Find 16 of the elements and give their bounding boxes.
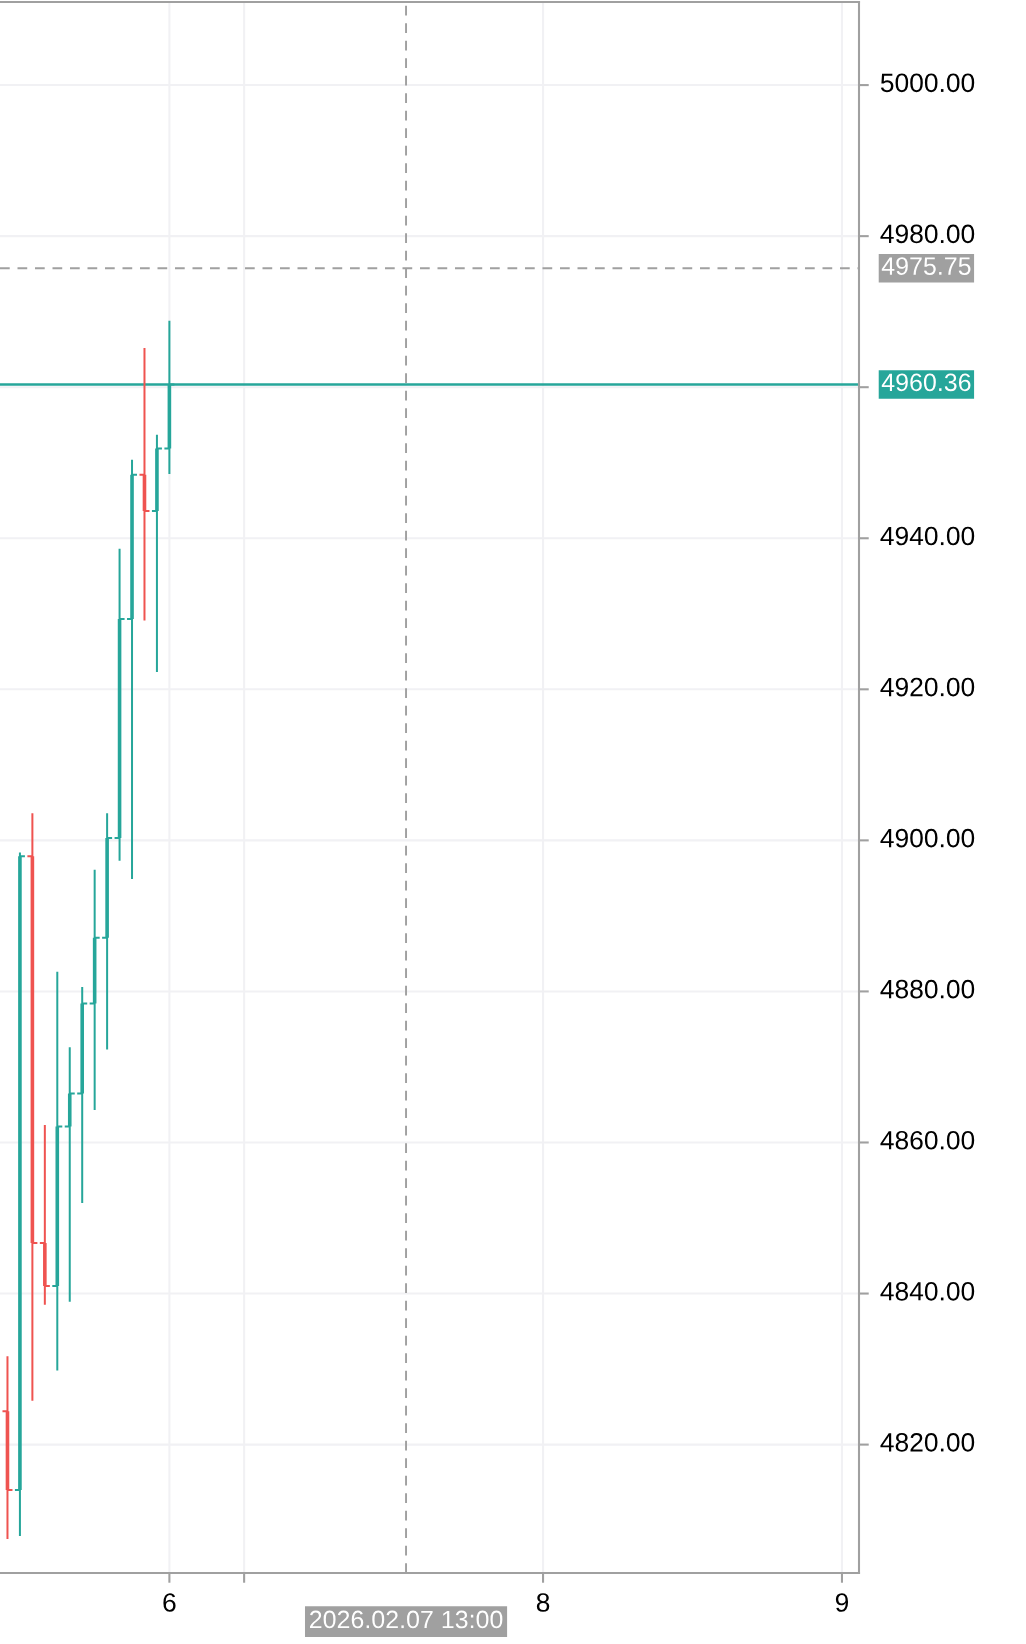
y-tick-label: 4920.00	[880, 677, 975, 697]
y-tick-label: 4940.00	[880, 526, 975, 546]
y-tick-label: 4820.00	[880, 1433, 975, 1452]
x-tick-label: 8	[536, 1593, 550, 1612]
y-tick-label: 4900.00	[880, 828, 975, 848]
x-tick-label: 6	[163, 1593, 176, 1612]
x-tick-label: 9	[835, 1593, 849, 1612]
ref-line-label: 4960.36	[881, 373, 971, 392]
ref-line-label: 2026.02.07 13:00	[310, 1610, 503, 1629]
ref-line-label: 4975.75	[881, 257, 971, 275]
y-tick-label: 5000.00	[880, 73, 975, 93]
y-tick-label: 4840.00	[880, 1281, 975, 1301]
y-tick-label: 4880.00	[880, 979, 975, 999]
y-tick-label: 4980.00	[880, 224, 975, 244]
y-tick-label: 4860.00	[880, 1130, 975, 1150]
candlestick	[64, 1047, 75, 1302]
